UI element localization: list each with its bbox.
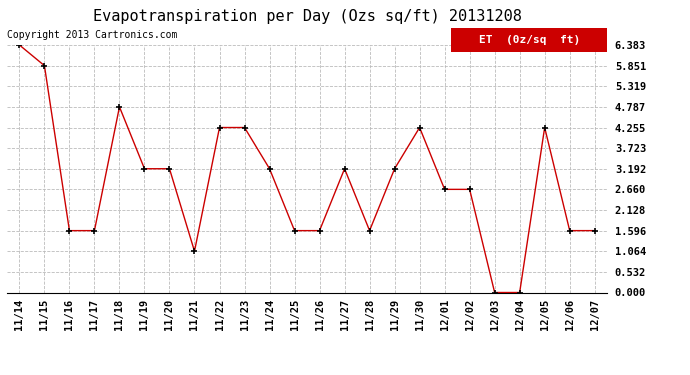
Title: Evapotranspiration per Day (Ozs sq/ft) 20131208: Evapotranspiration per Day (Ozs sq/ft) 2… (92, 9, 522, 24)
Text: Copyright 2013 Cartronics.com: Copyright 2013 Cartronics.com (7, 30, 177, 40)
